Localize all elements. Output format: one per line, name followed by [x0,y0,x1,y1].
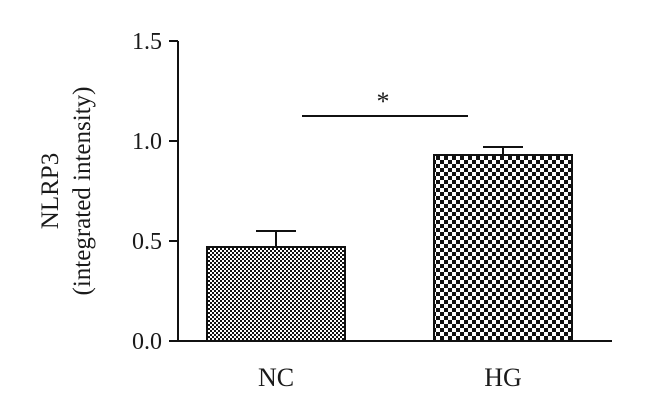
y-axis-label: NLRP3 (integrated intensity) [37,87,96,296]
significance-annotation: * [302,87,468,117]
y-tick-label: 0.5 [132,229,162,255]
y-tick-label: 1.5 [132,29,162,55]
bar-hg [433,154,573,342]
error-bars [256,146,523,247]
y-tick-label: 1.0 [132,129,162,155]
y-axis-ticks: 0.0 0.5 1.0 1.5 [132,29,178,355]
x-axis-labels: NC HG [258,363,522,392]
y-axis-label-line1: NLRP3 [37,153,64,229]
bar-nc [206,246,346,342]
y-axis-label-line2: (integrated intensity) [69,87,96,296]
x-tick-label-nc: NC [258,363,294,392]
bars [206,154,573,342]
y-tick-label: 0.0 [132,329,162,355]
significance-star: * [377,87,390,116]
x-tick-label-hg: HG [484,363,522,392]
